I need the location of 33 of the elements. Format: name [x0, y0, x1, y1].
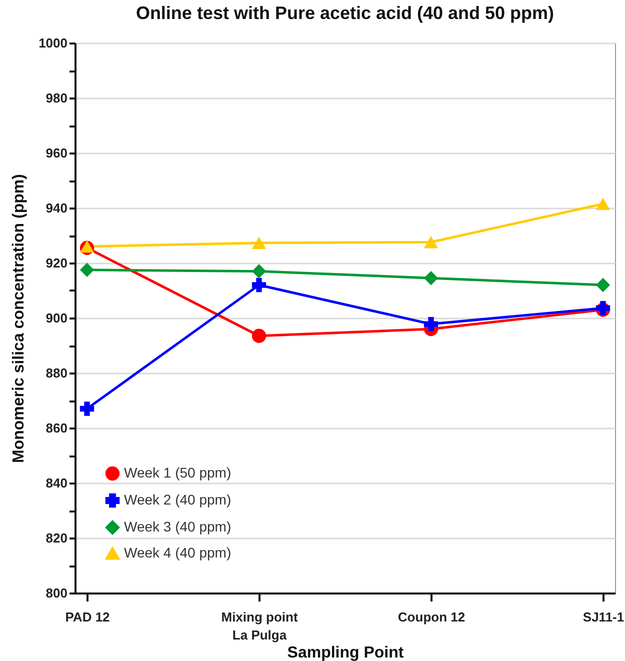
- x-tick-label: PAD 12: [65, 610, 110, 624]
- point: [252, 264, 266, 278]
- y-tick-label: 840: [46, 476, 68, 490]
- x-tick-label: SJ11-1: [582, 610, 624, 624]
- y-tick-label: 940: [46, 200, 68, 216]
- point: [424, 271, 438, 286]
- y-tick-label: 900: [46, 310, 68, 326]
- y-tick-label: 960: [46, 146, 68, 160]
- legend-label: Week 3 (40 ppm): [124, 518, 232, 534]
- point: [424, 236, 438, 248]
- y-tick-label: 860: [46, 420, 68, 436]
- point: [80, 262, 94, 277]
- point: [596, 278, 610, 292]
- point: [252, 278, 266, 292]
- y-tick-label: 980: [46, 90, 68, 106]
- y-tick-label: 820: [46, 530, 68, 546]
- y-axis-title: Monomeric silica concentration (ppm): [10, 174, 28, 463]
- point: [252, 236, 266, 250]
- legend-label: Week 4 (40 ppm): [124, 544, 232, 560]
- x-tick-label: Mixing point La Pulga: [221, 610, 298, 642]
- x-axis-title: Sampling Point: [287, 644, 404, 661]
- legend-label: Week 2 (40 ppm): [124, 492, 232, 508]
- legend-label: Week 1 (50 ppm): [124, 464, 232, 480]
- y-tick-label: 800: [46, 586, 68, 600]
- y-tick-label: 920: [46, 256, 68, 270]
- y-tick-label: 1000: [38, 36, 68, 50]
- x-tick-label: Coupon 12: [398, 610, 466, 624]
- point: [596, 198, 610, 210]
- point: [252, 328, 266, 343]
- y-tick-label: 880: [46, 366, 68, 380]
- point: [424, 316, 438, 332]
- point: [80, 402, 94, 416]
- chart-title: Online test with Pure acetic acid (40 and 50 ppm): [136, 3, 554, 23]
